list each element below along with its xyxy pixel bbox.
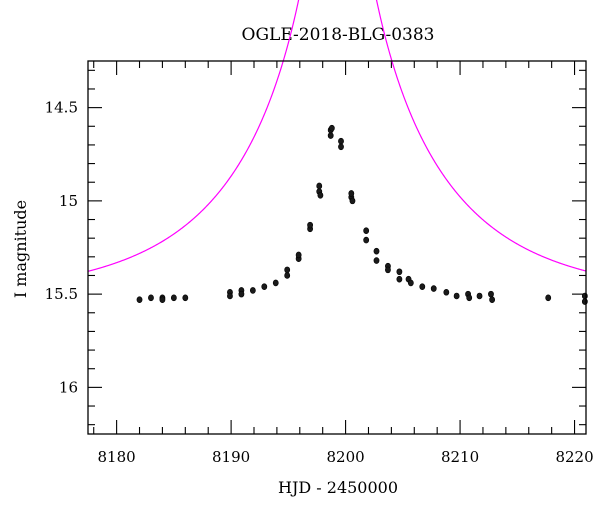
data-point <box>249 287 256 294</box>
data-point <box>363 236 370 244</box>
axis-tick-labels: 8180 8190 8200 8210 8220 14.5 15 15.5 16 <box>45 99 594 466</box>
data-point <box>581 292 588 300</box>
y-tick-label: 16 <box>59 378 78 396</box>
y-tick-label: 14.5 <box>45 99 78 117</box>
data-point <box>272 279 279 287</box>
data-point <box>363 227 370 235</box>
model-fit-curve <box>87 0 587 272</box>
data-point <box>316 182 323 190</box>
data-point <box>338 143 344 151</box>
data-point <box>430 285 437 292</box>
data-point <box>182 294 189 302</box>
x-tick-label: 8210 <box>441 448 479 466</box>
data-point <box>227 292 233 300</box>
data-point <box>545 294 552 302</box>
data-point <box>476 292 483 300</box>
data-point <box>148 294 154 302</box>
data-point <box>453 292 460 300</box>
data-point <box>443 288 450 296</box>
data-point <box>488 290 494 298</box>
data-point <box>407 279 414 287</box>
data-point <box>373 247 380 255</box>
data-point <box>466 294 473 302</box>
y-tick-label: 15 <box>59 192 78 210</box>
data-point <box>284 272 291 279</box>
y-tick-label: 15.5 <box>45 285 78 303</box>
data-point <box>328 124 335 132</box>
x-tick-label: 8220 <box>555 448 593 466</box>
x-tick-label: 8190 <box>212 448 250 466</box>
data-point <box>581 298 588 305</box>
data-point <box>317 191 324 199</box>
axis-ticks <box>88 61 586 434</box>
x-axis-label: HJD - 2450000 <box>278 478 398 497</box>
data-point <box>419 283 426 290</box>
data-point <box>349 197 356 205</box>
data-point <box>348 190 355 197</box>
data-point <box>261 283 268 290</box>
y-axis-label: I magnitude <box>11 200 30 298</box>
data-point <box>396 268 403 276</box>
x-tick-label: 8180 <box>98 448 136 466</box>
data-point <box>338 137 344 145</box>
data-point <box>373 257 380 264</box>
data-point <box>307 221 313 229</box>
data-point <box>170 294 177 302</box>
data-point <box>327 132 334 139</box>
data-point <box>396 275 403 283</box>
data-point <box>159 296 166 304</box>
data-point <box>284 266 291 274</box>
data-point <box>489 296 496 304</box>
chart-title: OGLE-2018-BLG-0383 <box>242 25 435 45</box>
data-point <box>136 296 143 304</box>
data-point <box>385 266 391 274</box>
x-tick-label: 8200 <box>326 448 364 466</box>
plot-area <box>87 0 588 305</box>
data-point <box>295 251 302 259</box>
plot-frame <box>87 60 587 435</box>
data-point <box>238 290 245 298</box>
